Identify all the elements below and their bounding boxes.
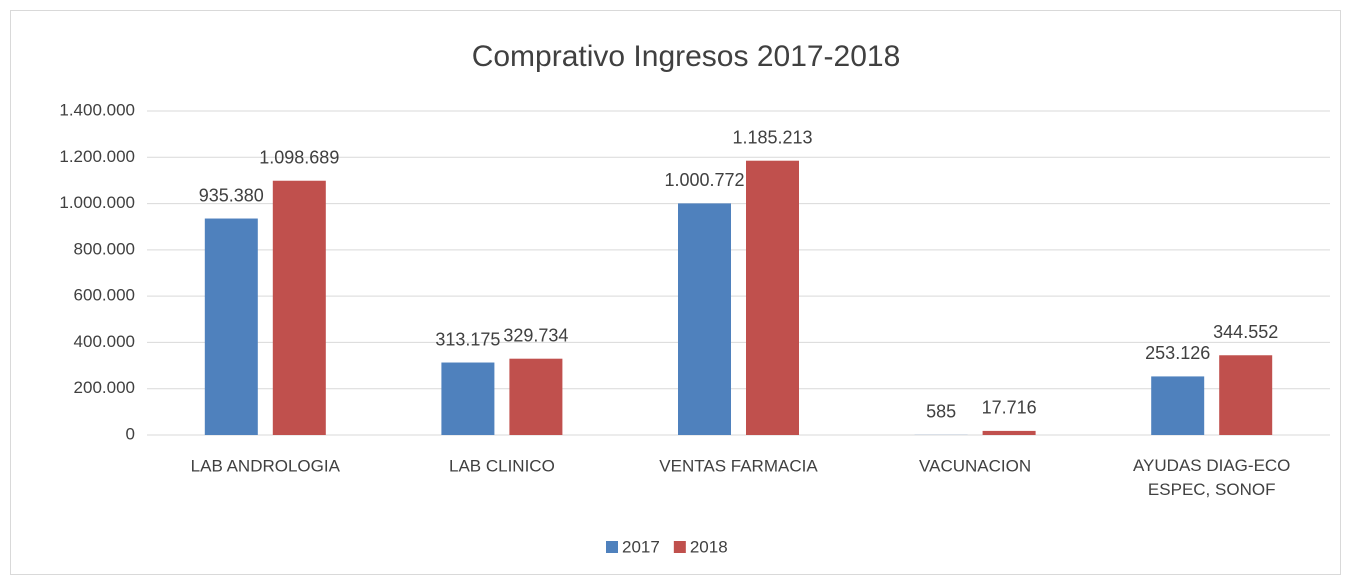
y-tick-label: 400.000 bbox=[74, 332, 135, 351]
legend-label: 2017 bbox=[622, 537, 660, 556]
data-label: 17.716 bbox=[982, 398, 1037, 418]
bar bbox=[441, 362, 495, 435]
y-tick-label: 1.000.000 bbox=[59, 193, 135, 212]
y-tick-label: 800.000 bbox=[74, 239, 135, 258]
x-tick-label: VENTAS FARMACIA bbox=[659, 456, 818, 475]
legend-label: 2018 bbox=[690, 537, 728, 556]
data-label: 935.380 bbox=[199, 185, 264, 205]
bar bbox=[982, 430, 1036, 435]
data-label: 344.552 bbox=[1213, 322, 1278, 342]
data-label: 585 bbox=[926, 402, 956, 422]
data-label: 329.734 bbox=[503, 325, 568, 345]
data-label: 1.000.772 bbox=[664, 170, 744, 190]
chart-title: Comprativo Ingresos 2017-2018 bbox=[472, 40, 901, 73]
data-label: 1.185.213 bbox=[732, 127, 812, 147]
legend-swatch bbox=[673, 541, 686, 553]
bar bbox=[204, 218, 258, 435]
data-label: 253.126 bbox=[1145, 343, 1210, 363]
data-label: 313.175 bbox=[435, 329, 500, 349]
y-tick-label: 600.000 bbox=[74, 286, 135, 305]
bar bbox=[1151, 376, 1205, 435]
bar bbox=[509, 358, 563, 435]
data-label: 1.098.689 bbox=[259, 147, 339, 167]
legend-swatch bbox=[606, 541, 618, 553]
x-tick-label: AYUDAS DIAG-ECO ESPEC, SONOF bbox=[1133, 456, 1290, 499]
y-tick-label: 1.200.000 bbox=[59, 147, 135, 166]
bar bbox=[746, 160, 799, 435]
y-tick-label: 0 bbox=[126, 424, 135, 443]
x-tick-label: LAB CLINICO bbox=[449, 456, 555, 475]
x-tick-label: LAB ANDROLOGIA bbox=[191, 456, 341, 475]
bar bbox=[678, 203, 731, 435]
y-tick-label: 200.000 bbox=[74, 378, 135, 397]
bar bbox=[272, 180, 326, 435]
x-tick-label: VACUNACION bbox=[919, 456, 1031, 475]
y-tick-label: 1.400.000 bbox=[59, 100, 135, 119]
bar bbox=[1219, 355, 1273, 435]
